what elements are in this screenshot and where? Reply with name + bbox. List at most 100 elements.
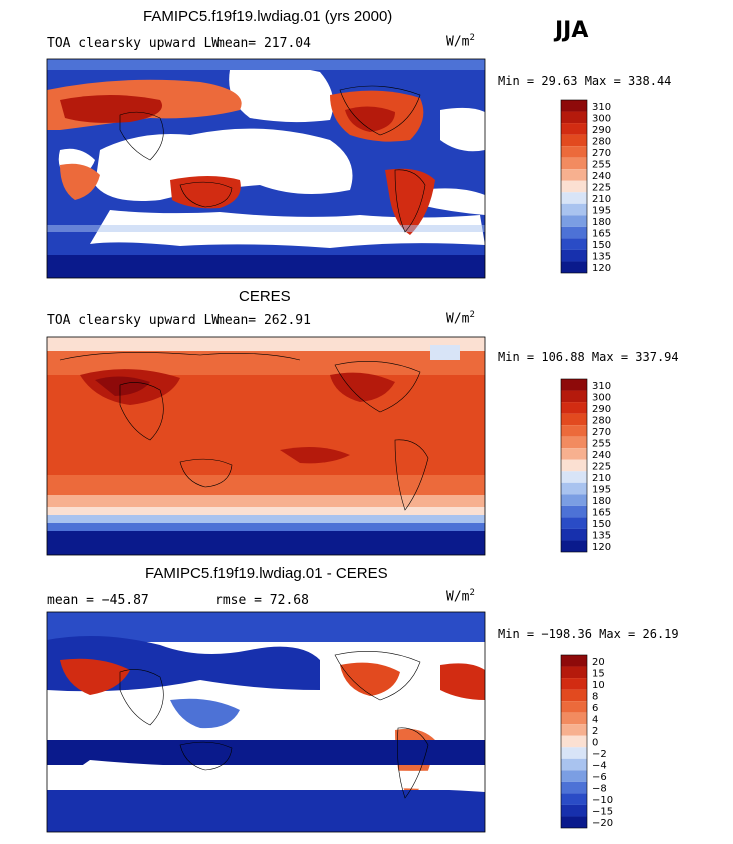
- panel1-units: W/m2: [446, 33, 475, 50]
- colorbar-swatch: [561, 793, 587, 805]
- colorbar-swatch: [561, 712, 587, 725]
- colorbar-label: −8: [592, 784, 607, 795]
- map-panel-1: [47, 59, 485, 278]
- colorbar-label: 0: [592, 738, 598, 749]
- colorbar-swatch: [561, 747, 587, 759]
- colorbar-swatch: [561, 226, 587, 239]
- colorbar-label: 300: [592, 113, 611, 124]
- panel3-units: W/m2: [446, 588, 475, 605]
- colorbar-label: 280: [592, 136, 611, 147]
- colorbar-swatch: [561, 666, 587, 679]
- colorbar-swatch: [561, 724, 587, 736]
- colorbar-swatch: [561, 678, 587, 690]
- colorbar-label: 225: [592, 462, 611, 473]
- colorbar-label: 135: [592, 252, 611, 263]
- panel1-title: FAMIPC5.f19f19.lwdiag.01 (yrs 2000): [143, 8, 393, 25]
- panel1-mean: mean= 217.04: [217, 36, 311, 51]
- panel2-units: W/m2: [446, 310, 475, 327]
- colorbar-label: 310: [592, 381, 611, 392]
- colorbar-swatch: [561, 655, 587, 667]
- colorbar-label: 270: [592, 148, 611, 159]
- panel3-mean: mean = −45.87: [47, 593, 149, 608]
- colorbar-swatch: [561, 238, 587, 250]
- colorbar-label: 15: [592, 668, 605, 679]
- map-panel-3: [47, 612, 485, 832]
- colorbar-label: 240: [592, 171, 611, 182]
- colorbar-label: 225: [592, 183, 611, 194]
- colorbar-label: 180: [592, 496, 611, 507]
- colorbar-label: 150: [592, 519, 611, 530]
- colorbar-swatch: [561, 413, 587, 426]
- colorbar-swatch: [561, 123, 587, 135]
- colorbar-label: 300: [592, 392, 611, 403]
- colorbar-label: 10: [592, 680, 605, 691]
- colorbar-swatch: [561, 180, 587, 193]
- colorbar-label: 290: [592, 125, 611, 136]
- map-frame-1: [46, 58, 486, 279]
- colorbar-label: 20: [592, 657, 605, 668]
- colorbar-swatch: [561, 528, 587, 541]
- colorbar-label: 4: [592, 714, 598, 725]
- colorbar-swatch: [561, 436, 587, 449]
- map-frame-3: [46, 611, 486, 833]
- colorbar-swatch: [561, 261, 587, 273]
- colorbar-label: −10: [592, 795, 613, 806]
- panel3-rmse: rmse = 72.68: [215, 593, 309, 608]
- map-frame-2: [46, 336, 486, 556]
- colorbar-label: 165: [592, 508, 611, 519]
- colorbar-swatch: [561, 781, 587, 794]
- colorbar-frame: [560, 654, 588, 829]
- colorbar-swatch: [561, 448, 587, 460]
- colorbar-swatch: [561, 735, 587, 748]
- colorbar-swatch: [561, 100, 587, 112]
- colorbar-swatch: [561, 249, 587, 262]
- colorbar-label: −6: [592, 772, 607, 783]
- panel1-variable: TOA clearsky upward LW: [47, 36, 220, 51]
- colorbar-swatch: [561, 146, 587, 158]
- colorbar-swatch: [561, 482, 587, 495]
- colorbar-swatch: [561, 111, 587, 124]
- colorbar-swatch: [561, 157, 587, 170]
- panel3-minmax: Min = −198.36 Max = 26.19: [498, 627, 679, 641]
- colorbar-swatch: [561, 471, 587, 483]
- season-label: JJA: [555, 18, 589, 43]
- colorbar-label: 180: [592, 217, 611, 228]
- colorbar-swatch: [561, 770, 587, 782]
- colorbar-swatch: [561, 390, 587, 403]
- colorbar-swatch: [561, 494, 587, 506]
- colorbar-label: 150: [592, 240, 611, 251]
- colorbar-frame: [560, 378, 588, 553]
- panel2-title: CERES: [239, 288, 291, 305]
- map-panel-2: [47, 337, 485, 555]
- colorbar-swatch: [561, 505, 587, 518]
- panel2-minmax: Min = 106.88 Max = 337.94: [498, 350, 679, 364]
- colorbar-label: 210: [592, 473, 611, 484]
- colorbar-swatch: [561, 192, 587, 204]
- colorbar-swatch: [561, 517, 587, 529]
- colorbar-swatch: [561, 402, 587, 414]
- colorbar-swatch: [561, 169, 587, 181]
- colorbar-label: 255: [592, 159, 611, 170]
- colorbar-label: 120: [592, 542, 611, 553]
- colorbar-label: 280: [592, 415, 611, 426]
- colorbar-swatch: [561, 425, 587, 437]
- colorbar-label: 290: [592, 404, 611, 415]
- colorbar-label: 135: [592, 531, 611, 542]
- colorbar-swatch: [561, 215, 587, 227]
- colorbar-label: −2: [592, 749, 607, 760]
- colorbar-2: 3103002902802702552402252101951801651501…: [560, 378, 611, 553]
- panel2-mean: mean= 262.91: [217, 313, 311, 328]
- panel1-minmax: Min = 29.63 Max = 338.44: [498, 74, 672, 88]
- colorbar-label: 210: [592, 194, 611, 205]
- colorbar-label: 165: [592, 229, 611, 240]
- colorbar-label: 2: [592, 726, 598, 737]
- colorbar-swatch: [561, 540, 587, 552]
- panel2-variable: TOA clearsky upward LW: [47, 313, 220, 328]
- colorbar-swatch: [561, 459, 587, 472]
- colorbar-label: −20: [592, 818, 613, 829]
- colorbar-label: 8: [592, 691, 598, 702]
- colorbar-swatch: [561, 816, 587, 828]
- colorbar-label: 195: [592, 206, 611, 217]
- colorbar-label: 255: [592, 438, 611, 449]
